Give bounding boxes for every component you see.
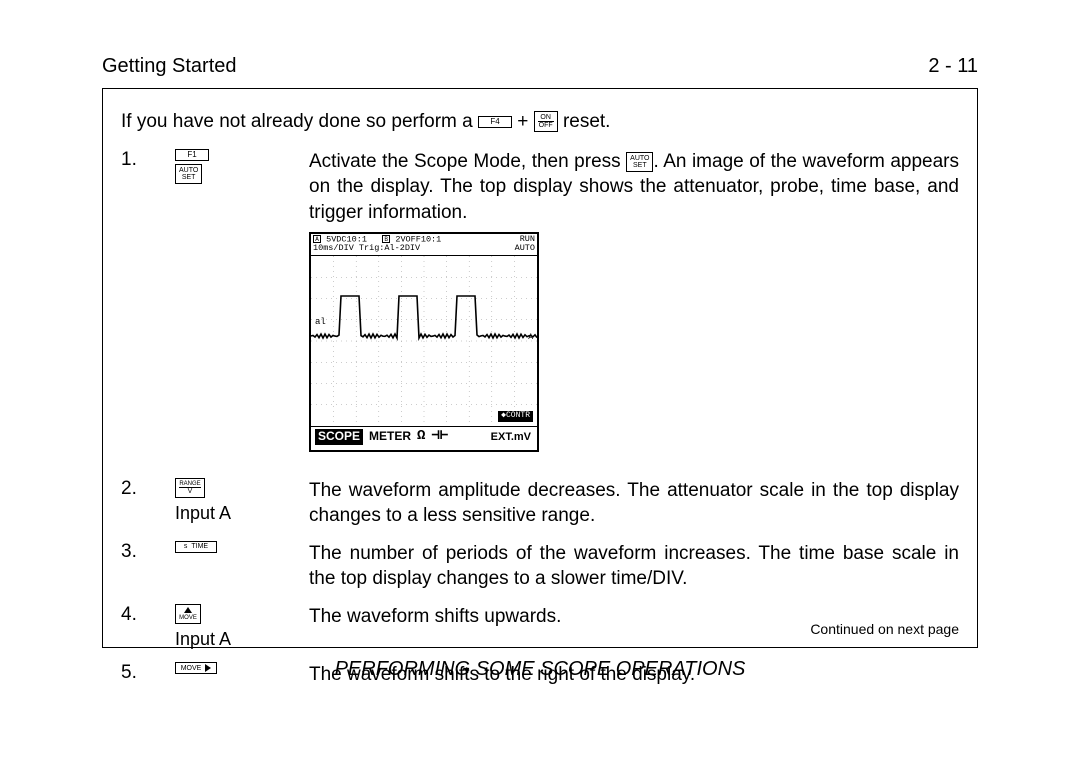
step-1-desc: Activate the Scope Mode, then press AUTO… bbox=[309, 149, 959, 226]
step-number: 1. bbox=[121, 149, 171, 171]
step-5-keys: MOVE bbox=[175, 662, 305, 674]
key-auto-set: AUTO SET bbox=[175, 164, 202, 184]
input-a-label: Input A bbox=[175, 629, 231, 650]
intro-paragraph: If you have not already done so perform … bbox=[121, 109, 959, 135]
ohm-icon: Ω bbox=[417, 429, 425, 444]
step-2: 2. RANGE V Input A The waveform amplitud… bbox=[121, 478, 959, 529]
channel-b-icon: B bbox=[382, 235, 390, 243]
step-number: 2. bbox=[121, 478, 171, 500]
header-right: 2 - 11 bbox=[928, 55, 978, 78]
key-on-off: ON OFF bbox=[534, 111, 558, 132]
scope-top-info: A 5VDC10:1 B 2VOFF10:1 RUN 10ms/DIV Trig… bbox=[311, 234, 537, 256]
step-1-body: Activate the Scope Mode, then press AUTO… bbox=[309, 149, 959, 466]
key-f4: F4 bbox=[478, 116, 512, 128]
step-5: 5. MOVE The waveform shifts to the right… bbox=[121, 662, 959, 688]
step-1: 1. F1 AUTO SET Activate the Scope Mode, … bbox=[121, 149, 959, 466]
step-number: 4. bbox=[121, 604, 171, 626]
content-frame: If you have not already done so perform … bbox=[102, 88, 978, 648]
step-3: 3. s TIME The number of periods of the w… bbox=[121, 541, 959, 592]
diode-icon: ⊣⊢ bbox=[431, 429, 448, 444]
scope-grid: al A ◆CONTR bbox=[311, 256, 537, 426]
scope-mode-label: SCOPE bbox=[315, 429, 363, 444]
step-5-desc: The waveform shifts to the right of the … bbox=[309, 662, 959, 688]
ext-mv-label: EXT.mV bbox=[491, 431, 531, 443]
scope-waveform bbox=[311, 256, 537, 426]
scope-label-al: al bbox=[315, 318, 326, 328]
step-4-keys: MOVE Input A bbox=[175, 604, 305, 650]
input-a-label: Input A bbox=[175, 503, 231, 524]
key-move-up: MOVE bbox=[175, 604, 201, 624]
step-3-keys: s TIME bbox=[175, 541, 305, 553]
scope-screen: A 5VDC10:1 B 2VOFF10:1 RUN 10ms/DIV Trig… bbox=[309, 232, 539, 452]
scope-label-a: A bbox=[528, 334, 533, 343]
meter-mode-label: METER bbox=[369, 430, 411, 443]
arrow-up-icon bbox=[184, 607, 192, 615]
step-2-keys: RANGE V Input A bbox=[175, 478, 305, 524]
channel-a-icon: A bbox=[313, 235, 321, 243]
header-left: Getting Started bbox=[102, 55, 237, 78]
continued-note: Continued on next page bbox=[810, 621, 959, 637]
key-s-time: s TIME bbox=[175, 541, 217, 553]
key-f1: F1 bbox=[175, 149, 209, 161]
key-range-v: RANGE V bbox=[175, 478, 205, 498]
step-number: 5. bbox=[121, 662, 171, 684]
intro-plus: + bbox=[517, 111, 533, 132]
key-auto-set-inline: AUTOSET bbox=[626, 152, 653, 172]
scope-info-row2: 10ms/DIV Trig:Al-2DIV AUTO bbox=[313, 244, 535, 253]
intro-text-after: reset. bbox=[563, 111, 611, 132]
key-move-right: MOVE bbox=[175, 662, 217, 674]
scope-contr: ◆CONTR bbox=[498, 411, 533, 422]
step-1-keys: F1 AUTO SET bbox=[175, 149, 305, 184]
step-2-desc: The waveform amplitude decreases. The at… bbox=[309, 478, 959, 529]
scope-bottom-bar: SCOPE METER Ω ⊣⊢ EXT.mV bbox=[311, 426, 537, 448]
steps-list: 1. F1 AUTO SET Activate the Scope Mode, … bbox=[121, 149, 959, 688]
page-header: Getting Started 2 - 11 bbox=[50, 55, 1030, 78]
step-3-desc: The number of periods of the waveform in… bbox=[309, 541, 959, 592]
intro-text-before: If you have not already done so perform … bbox=[121, 111, 478, 132]
step-number: 3. bbox=[121, 541, 171, 563]
